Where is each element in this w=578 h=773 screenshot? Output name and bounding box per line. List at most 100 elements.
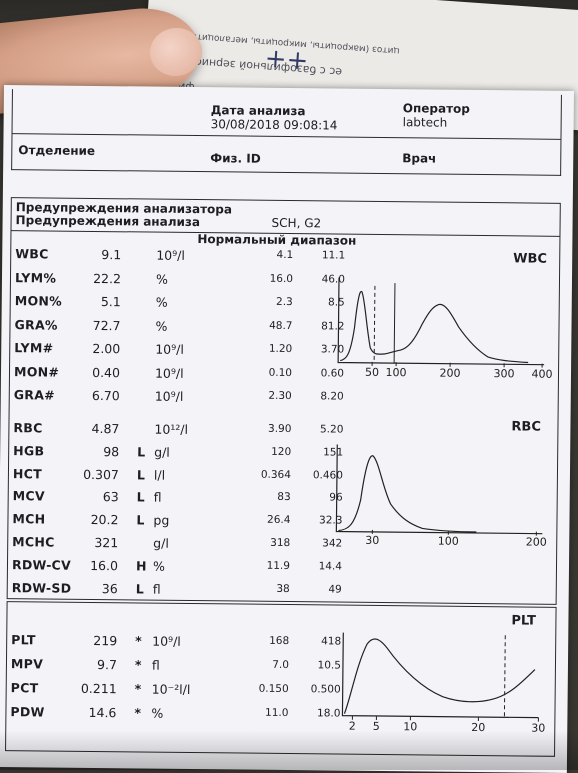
param-unit: % — [156, 295, 168, 310]
plt-histogram-title: PLT — [511, 613, 536, 628]
rbc-tick-label: 30 — [365, 534, 379, 547]
param-unit: fl — [154, 490, 162, 505]
plt-histogram-axes — [342, 633, 539, 718]
param-value: 20.2 — [48, 512, 118, 528]
param-flag: * — [134, 705, 141, 720]
param-value: 0.211 — [47, 680, 117, 696]
param-name: MPV — [11, 656, 43, 671]
param-value: 2.00 — [50, 341, 120, 357]
param-value: 63 — [49, 489, 119, 505]
wbc-histogram-title: WBC — [513, 251, 547, 266]
param-range-low: 38 — [240, 582, 290, 595]
param-range-low: 2.30 — [242, 390, 292, 403]
wbc-tick-label: 100 — [385, 366, 406, 379]
param-range-high: 14.4 — [292, 560, 342, 573]
param-value: 14.6 — [46, 704, 116, 720]
lab-report-sheet: Дата анализа 30/08/2018 09:08:14 Операто… — [0, 85, 574, 773]
wbc-tick-label: 200 — [439, 367, 460, 380]
param-value: 4.87 — [49, 421, 119, 437]
rbc-histogram-curve — [338, 455, 477, 532]
param-flag: L — [136, 513, 144, 528]
param-unit: l/l — [154, 467, 165, 482]
param-range-low: 0.10 — [242, 366, 292, 379]
wbc-histogram-axes — [338, 278, 545, 365]
param-unit: 10⁹/l — [156, 248, 185, 263]
param-value: 219 — [47, 632, 117, 648]
param-flag: H — [136, 558, 147, 573]
header-section: Дата анализа 30/08/2018 09:08:14 Операто… — [11, 89, 562, 176]
param-range-high: 8.20 — [294, 390, 344, 403]
param-range-high: 49 — [292, 583, 342, 596]
param-unit: 10¹²/l — [154, 422, 188, 437]
param-name: MCV — [13, 489, 45, 504]
param-range-high: 11.1 — [295, 249, 345, 262]
param-range-low: 4.1 — [243, 249, 293, 262]
param-name: HGB — [13, 443, 44, 458]
param-range-low: 2.3 — [243, 296, 293, 309]
param-unit: 10⁹/l — [155, 389, 184, 404]
param-range-low: 7.0 — [239, 659, 289, 672]
param-unit: 10⁻²l/l — [152, 682, 191, 697]
plt-histogram-curve — [344, 639, 535, 716]
param-value: 0.40 — [50, 364, 120, 380]
param-unit: % — [153, 558, 165, 573]
rbc-tick-label: 200 — [526, 536, 547, 548]
param-range-low: 0.150 — [239, 683, 289, 696]
param-name: MCH — [12, 511, 45, 526]
plt-tick-label: 2 — [349, 720, 356, 733]
analysis-warnings-label: Предупреждения анализа — [16, 213, 201, 229]
param-range-low: 16.0 — [243, 272, 293, 285]
handwritten-mark: ++ — [264, 43, 310, 76]
param-unit: % — [156, 271, 168, 286]
param-range-low: 318 — [240, 537, 290, 550]
param-value: 9.1 — [51, 247, 121, 263]
param-range-high: 5.20 — [293, 423, 343, 436]
param-flag: L — [137, 490, 145, 505]
param-unit: 10⁹/l — [152, 634, 181, 649]
param-range-low: 11.9 — [240, 559, 290, 572]
param-range-low: 0.364 — [241, 468, 291, 481]
plt-tick-label: 30 — [531, 722, 545, 735]
param-unit: g/l — [154, 444, 170, 459]
param-name: LYM# — [14, 340, 53, 355]
param-name: PLT — [11, 632, 36, 647]
operator-label: Оператор — [403, 101, 470, 116]
param-unit: % — [155, 318, 167, 333]
param-value: 22.2 — [51, 270, 121, 286]
plt-threshold-dashed — [504, 635, 505, 717]
param-value: 6.70 — [50, 388, 120, 404]
param-value: 0.307 — [49, 466, 119, 482]
department-label: Отделение — [18, 143, 95, 158]
plt-tick-label: 20 — [471, 721, 485, 734]
param-flag: * — [135, 657, 142, 672]
param-flag: * — [135, 681, 142, 696]
param-value: 5.1 — [51, 294, 121, 310]
param-value: 36 — [48, 580, 118, 596]
param-name: PCT — [11, 680, 39, 695]
wbc-threshold-dashed — [374, 286, 375, 363]
param-range-low: 11.0 — [238, 707, 288, 720]
param-name: WBC — [15, 246, 49, 261]
param-unit: 10⁹/l — [155, 365, 184, 380]
rbc-histogram: 30 100 200 — [326, 439, 553, 547]
param-value: 98 — [49, 443, 119, 459]
wbc-tick-label: 50 — [365, 366, 379, 379]
rbc-tick-label: 100 — [438, 535, 459, 548]
param-unit: % — [151, 706, 163, 721]
param-unit: fl — [152, 658, 160, 673]
param-flag: L — [137, 467, 145, 482]
param-value: 9.7 — [47, 656, 117, 672]
param-unit: 10⁹/l — [155, 342, 184, 357]
param-range-low: 26.4 — [240, 514, 290, 527]
wbc-tick-label: 400 — [531, 368, 552, 380]
date-label: Дата анализа — [211, 103, 306, 118]
param-range-low: 168 — [239, 635, 289, 648]
analysis-warnings-value: SCH, G2 — [272, 216, 322, 231]
param-name: HCT — [13, 466, 42, 481]
operator-value: labtech — [403, 115, 448, 129]
param-range-low: 83 — [241, 491, 291, 504]
